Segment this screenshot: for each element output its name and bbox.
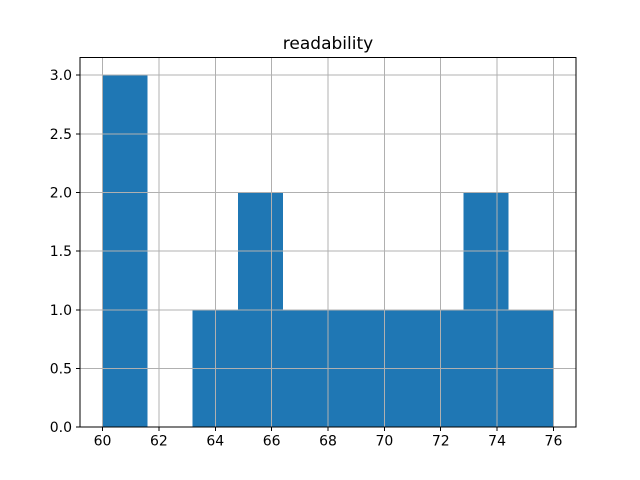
x-axis-tick-label: 66 (263, 434, 281, 450)
x-axis-tick-label: 62 (150, 434, 168, 450)
x-axis-tick-label: 68 (319, 434, 337, 450)
y-axis-tick-label: 1.5 (50, 244, 72, 260)
y-axis-tick-label: 1.0 (50, 303, 72, 319)
x-axis-tick-label: 74 (488, 434, 506, 450)
x-axis-tick-label: 64 (206, 434, 224, 450)
x-axis-tick-label: 60 (94, 434, 112, 450)
y-axis-tick-label: 2.5 (50, 127, 72, 143)
y-axis-tick-label: 0.0 (50, 420, 72, 436)
y-axis-tick-label: 2.0 (50, 186, 72, 202)
y-axis-tick-label: 3.0 (50, 68, 72, 84)
chart-title: readability (283, 34, 373, 54)
x-axis-tick-label: 76 (545, 434, 563, 450)
y-axis-tick-label: 0.5 (50, 362, 72, 378)
x-axis-tick-label: 70 (375, 434, 393, 450)
x-axis-tick-label: 72 (432, 434, 450, 450)
axes-layer: 60 62 64 66 68 70 72 74 76 0.0 0.5 1.0 1.5 2.0 2.5 3.0 (50, 57, 577, 450)
